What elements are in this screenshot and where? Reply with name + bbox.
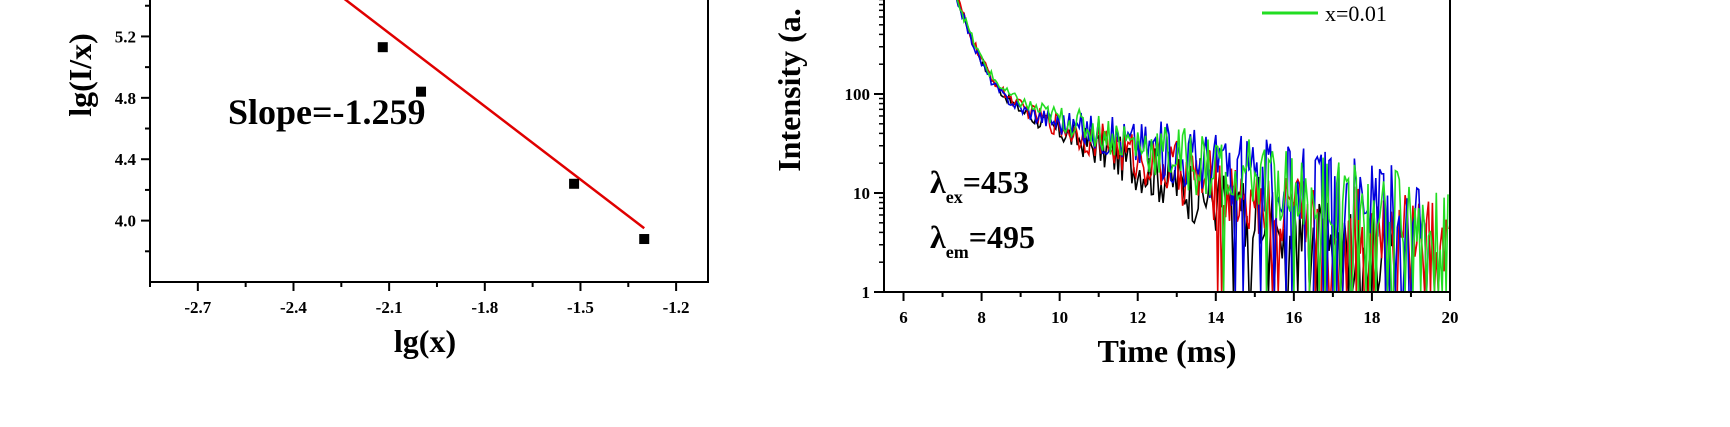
right-y-tick-label: 100 <box>845 85 871 104</box>
data-point <box>377 42 388 53</box>
right-x-tick-label: 8 <box>977 308 986 327</box>
right-x-tick-label: 16 <box>1285 308 1302 327</box>
left-plot-frame <box>149 0 709 283</box>
lambda-ex-symbol: λ <box>930 164 946 200</box>
left-x-tick-label: -2.1 <box>376 298 403 317</box>
right-y-tick-label: 1 <box>862 283 871 302</box>
left-x-tick-label: -1.5 <box>567 298 594 317</box>
left-x-axis-label: lg(x) <box>394 323 456 359</box>
right-x-tick-label: 10 <box>1051 308 1068 327</box>
lambda-em-annotation: λem=495 <box>930 219 1035 262</box>
left-x-tick-label: -1.8 <box>471 298 498 317</box>
slope-annotation: Slope=-1.259 <box>228 92 426 132</box>
lambda-em-symbol: λ <box>930 219 946 255</box>
left-y-tick-label: 4.0 <box>115 212 136 231</box>
left-x-tick-label: -2.7 <box>184 298 211 317</box>
right-y-tick-label: 10 <box>853 184 870 203</box>
right-y-axis-label: Intensity (a. <box>771 8 807 172</box>
right-x-tick-label: 18 <box>1363 308 1380 327</box>
data-point <box>639 234 650 245</box>
right-x-tick-label: 20 <box>1442 308 1459 327</box>
left-x-tick-label: -2.4 <box>280 298 307 317</box>
decay-curve-series-3 <box>955 0 1430 293</box>
legend: x=0.01 <box>1262 1 1387 26</box>
right-plot-frame <box>883 0 1451 293</box>
lambda-em-value: =495 <box>969 219 1035 255</box>
lambda-ex-subscript: ex <box>946 187 963 207</box>
left-y-tick-label: 4.8 <box>115 89 136 108</box>
right-x-tick-label: 6 <box>899 308 908 327</box>
lambda-ex-value: =453 <box>963 164 1029 200</box>
lambda-ex-annotation: λex=453 <box>930 164 1029 207</box>
right-panel: 6 8 10 12 14 16 18 20 1 10 100 Time (ms) Intensity… <box>771 0 1459 369</box>
right-x-tick-label: 12 <box>1129 308 1146 327</box>
left-panel: -2.7 -2.4 -2.1 -1.8 -1.5 -1.2 4.0 4.4 4.8 5.2 lg(… <box>62 0 709 359</box>
lambda-em-subscript: em <box>946 242 969 262</box>
left-y-tick-label: 4.4 <box>115 150 137 169</box>
decay-curve-series-4 <box>956 0 1449 293</box>
left-x-tick-label: -1.2 <box>663 298 690 317</box>
left-y-axis-label: lg(I/x) <box>62 33 98 117</box>
legend-label-x001: x=0.01 <box>1325 1 1387 26</box>
data-point <box>416 86 427 97</box>
fit-line <box>343 0 645 230</box>
data-point <box>569 178 580 189</box>
left-y-tick-label: 5.2 <box>115 27 136 46</box>
right-x-tick-label: 14 <box>1207 308 1225 327</box>
right-x-axis-label: Time (ms) <box>1098 333 1237 369</box>
